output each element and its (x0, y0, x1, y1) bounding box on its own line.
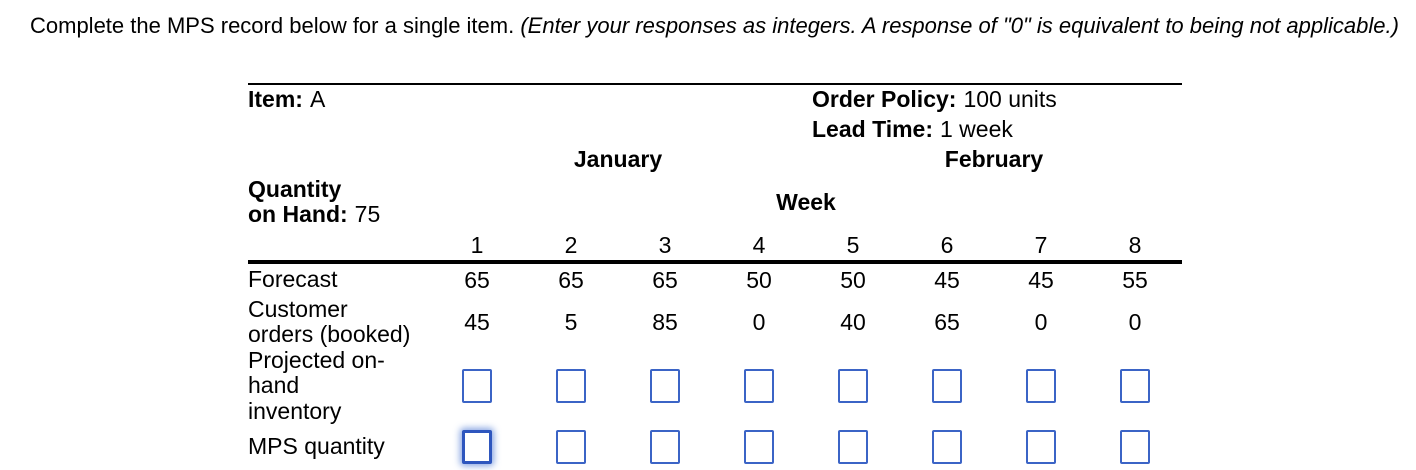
week-numbers-row: 1 2 3 4 5 6 7 8 (248, 230, 1182, 264)
qoh-value: 75 (354, 201, 381, 227)
question-instruction: Complete the MPS record below for a sing… (30, 12, 1399, 40)
week-header: Week (776, 188, 836, 215)
mps-quantity-input-week-4[interactable] (744, 429, 774, 464)
projected-inventory-input-week-2[interactable] (556, 368, 586, 403)
mps-quantity-input-week-3[interactable] (650, 429, 680, 464)
week-number-7: 7 (994, 230, 1088, 264)
item-cell: Item: A (248, 83, 806, 114)
forecast-week-3: 65 (652, 266, 678, 293)
customer-orders-label-line1: Customer (248, 295, 348, 322)
week-number-6: 6 (900, 230, 994, 264)
customer-orders-week-2: 5 (564, 308, 578, 335)
order-policy-cell: Order Policy: 100 units (806, 83, 1182, 114)
forecast-week-2: 65 (558, 266, 584, 293)
quantity-on-hand-cell: Quantity on Hand: 75 (248, 174, 430, 230)
month-february: February (944, 145, 1044, 172)
projected-inventory-row: Projected on-hand inventory (248, 347, 1182, 424)
projected-inventory-input-week-3[interactable] (650, 368, 680, 403)
mps-quantity-input-week-6[interactable] (932, 429, 962, 464)
customer-orders-week-7: 0 (1034, 308, 1048, 335)
week-number-8: 8 (1088, 230, 1182, 264)
header-row-lead-time: Lead Time: 1 week (248, 114, 1182, 144)
mps-record-table: Item: A Order Policy: 100 units Lead Time:… (248, 83, 1182, 470)
item-label: Item: (248, 85, 303, 112)
lead-time-cell: Lead Time: 1 week (806, 114, 1182, 144)
lead-time-value: 1 week (940, 115, 1013, 142)
mps-quantity-input-week-2[interactable] (556, 429, 586, 464)
projected-inventory-input-week-7[interactable] (1026, 368, 1056, 403)
week-number-1: 1 (430, 230, 524, 264)
header-row-week: Quantity on Hand: 75 Week (248, 174, 1182, 230)
header-row-item-policy: Item: A Order Policy: 100 units (248, 83, 1182, 114)
forecast-week-4: 50 (746, 266, 772, 293)
forecast-week-1: 65 (464, 266, 490, 293)
mps-quantity-input-week-5[interactable] (838, 429, 868, 464)
customer-orders-row: Customer orders (booked) 45 5 85 0 40 65… (248, 296, 1182, 348)
week-number-3: 3 (618, 230, 712, 264)
header-row-months: January February (248, 144, 1182, 174)
forecast-week-5: 50 (840, 266, 866, 293)
customer-orders-label-line2: orders (booked) (248, 321, 411, 347)
mps-quantity-label: MPS quantity (248, 433, 385, 460)
mps-quantity-input-week-8[interactable] (1120, 429, 1150, 464)
qoh-label-line1: Quantity (248, 175, 342, 202)
forecast-row: Forecast 65 65 65 50 50 45 45 55 (248, 262, 1182, 296)
customer-orders-week-3: 85 (652, 308, 678, 335)
customer-orders-week-8: 0 (1128, 308, 1142, 335)
mps-quantity-input-week-7[interactable] (1026, 429, 1056, 464)
projected-inventory-input-week-5[interactable] (838, 368, 868, 403)
customer-orders-label: Customer orders (booked) (248, 296, 430, 348)
week-number-5: 5 (806, 230, 900, 264)
week-number-4: 4 (712, 230, 806, 264)
customer-orders-week-5: 40 (840, 308, 866, 335)
order-policy-value: 100 units (963, 86, 1057, 112)
instruction-note-text: (Enter your responses as integers. A res… (514, 13, 1399, 38)
customer-orders-week-6: 65 (934, 308, 960, 335)
customer-orders-week-4: 0 (752, 308, 766, 335)
forecast-week-8: 55 (1122, 266, 1148, 293)
mps-quantity-row: MPS quantity (248, 424, 1182, 470)
instruction-main-text: Complete the MPS record below for a sing… (30, 13, 515, 38)
forecast-week-7: 45 (1028, 266, 1054, 293)
projected-inventory-label: Projected on-hand inventory (248, 347, 430, 424)
item-value: A (309, 85, 326, 112)
projected-inventory-input-week-8[interactable] (1120, 368, 1150, 403)
projected-inventory-label-line1: Projected on-hand (248, 347, 385, 399)
forecast-week-6: 45 (934, 266, 960, 293)
projected-inventory-input-week-6[interactable] (932, 368, 962, 403)
forecast-label: Forecast (248, 266, 338, 293)
month-january: January (573, 145, 663, 172)
lead-time-label: Lead Time: (812, 115, 933, 142)
qoh-label-line2: on Hand: (248, 201, 348, 227)
projected-inventory-input-week-1[interactable] (462, 368, 492, 403)
week-number-2: 2 (524, 230, 618, 264)
order-policy-label: Order Policy: (812, 86, 957, 112)
mps-quantity-input-week-1[interactable] (462, 429, 492, 464)
projected-inventory-input-week-4[interactable] (744, 368, 774, 403)
projected-inventory-label-line2: inventory (248, 397, 342, 424)
customer-orders-week-1: 45 (464, 308, 490, 335)
